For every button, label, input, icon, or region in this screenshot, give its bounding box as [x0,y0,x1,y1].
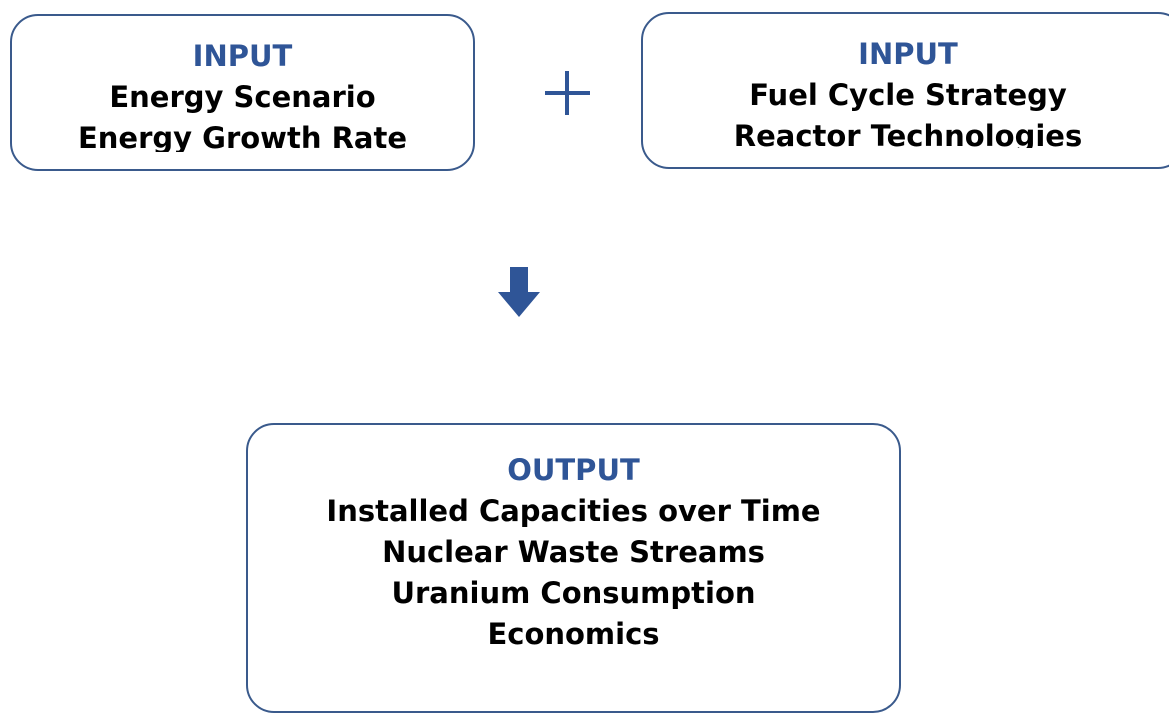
input-text: INPUT Energy Scenario Energy Growth Rate [12,16,473,152]
box-line: Energy Scenario [109,80,376,114]
output-text: OUTPUT Installed Capacities over Time Nu… [248,425,899,655]
box-line: Energy Growth Rate [77,121,408,152]
input-box: INPUT Fuel Cycle Strategy Reactor Techno… [641,12,1169,169]
input-box: INPUT Energy Scenario Energy Growth Rate [10,14,475,171]
box-line: Economics [487,617,660,651]
plus-sign [545,71,590,115]
output-box: OUTPUT Installed Capacities over Time Nu… [246,423,901,713]
box-title: OUTPUT [507,453,640,487]
diagram: INPUT Energy Scenario Energy Growth Rate… [10,12,1169,713]
box-title: INPUT [192,39,293,73]
box-line: Reactor Technologies [733,119,1083,148]
box-line: Uranium Consumption [391,576,756,610]
box-line: Fuel Cycle Strategy [749,78,1067,112]
down-arrow [498,267,540,317]
box-title: INPUT [858,37,958,71]
input-text: INPUT Fuel Cycle Strategy Reactor Techno… [643,14,1169,148]
box-line: Nuclear Waste Streams [382,535,765,569]
box-line: Installed Capacities over Time [326,494,821,528]
